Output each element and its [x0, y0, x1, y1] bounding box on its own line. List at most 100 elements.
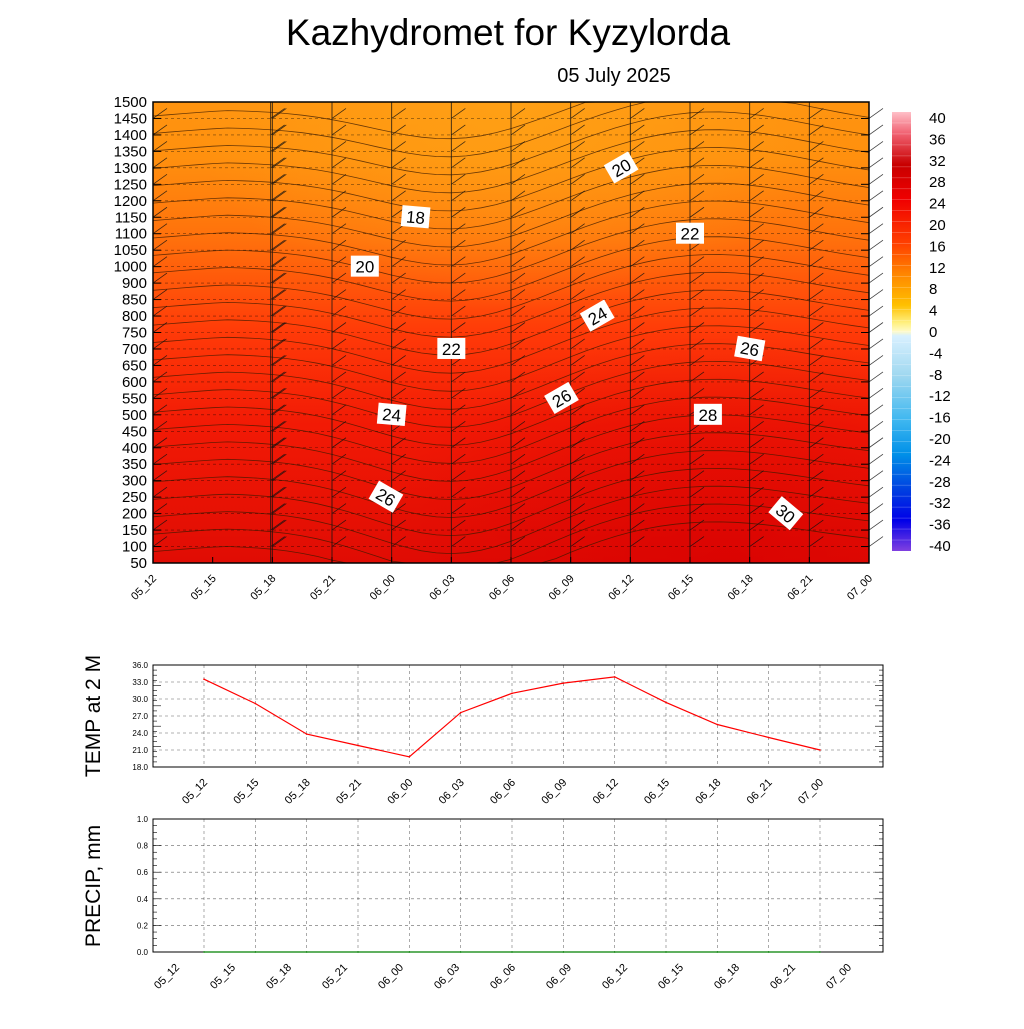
level-tick-label: 150: [122, 522, 147, 539]
precipitation-panel: 0.00.20.40.60.81.0 05_12 05_15 05_18 05_21 0…: [82, 815, 884, 992]
temperature-x-tick-label: 06_15: [642, 777, 672, 807]
precipitation-x-tick-label: 05_18: [264, 962, 294, 992]
wind-barb: [270, 470, 285, 482]
wind-barb: [689, 256, 705, 267]
wind-barb: [630, 437, 645, 449]
wind-barb: [749, 206, 764, 218]
wind-barb: [570, 470, 585, 482]
wind-barb: [152, 108, 168, 119]
wind-barb: [270, 404, 285, 416]
wind-barb: [152, 289, 168, 300]
temperature-y-axis: 18.0 21.0 24.0 27.0 30.0 33.0 36.0: [132, 661, 148, 772]
wind-barb: [391, 173, 406, 185]
wind-barb: [270, 519, 285, 531]
wind-barb: [510, 322, 526, 333]
colorbar-label: -16: [929, 410, 951, 427]
wind-barb: [510, 190, 526, 202]
wind-barb: [272, 404, 287, 416]
colorbar-label: 20: [929, 217, 946, 234]
wind-barb: [451, 157, 466, 169]
precipitation-y-tick-label: 0.6: [137, 868, 149, 877]
wind-barb: [272, 206, 287, 218]
contour-label: 26: [734, 335, 766, 362]
precipitation-point: [562, 951, 565, 953]
wind-barb: [630, 338, 645, 350]
precipitation-gridlines: [153, 818, 883, 953]
contour-label-text: 22: [442, 340, 461, 359]
wind-barb: [510, 157, 526, 169]
wind-barb: [689, 355, 705, 366]
wind-barb: [270, 206, 285, 218]
wind-barb: [331, 223, 347, 235]
wind-barb: [570, 124, 585, 136]
wind-barb: [451, 289, 466, 300]
wind-barb: [451, 223, 466, 235]
wind-barb: [570, 404, 585, 416]
wind-barb: [809, 256, 824, 267]
wind-barb: [510, 124, 526, 136]
wind-barb: [272, 108, 287, 119]
temperature-x-tick-label: 05_18: [283, 777, 313, 807]
wind-barb: [868, 470, 884, 482]
wind-barb: [391, 453, 406, 465]
colorbar: 4036322824201612840-4-8-12-16-20-24-28-3…: [892, 110, 951, 555]
wind-barb: [270, 256, 285, 267]
level-tick-label: 1400: [114, 127, 147, 144]
wind-barb: [689, 272, 705, 284]
wind-barb: [391, 272, 406, 284]
temperature-point: [716, 723, 719, 726]
wind-barb: [809, 338, 824, 350]
temperature-x-tick-label: 07_00: [796, 777, 826, 807]
wind-barb: [272, 322, 287, 333]
wind-barb: [391, 157, 406, 169]
level-tick-label: 700: [122, 341, 147, 358]
wind-barb: [570, 206, 585, 218]
wind-barb: [451, 239, 466, 251]
wind-barb: [630, 470, 645, 482]
wind-barb: [510, 173, 526, 185]
wind-barb: [331, 519, 347, 531]
wind-barb: [152, 206, 168, 218]
precipitation-frame: [152, 818, 884, 953]
wind-barb: [809, 141, 824, 152]
level-tick-label: 1500: [114, 94, 147, 111]
level-tick-label: 1050: [114, 242, 147, 259]
wind-barb: [809, 470, 824, 482]
wind-barb: [630, 486, 645, 498]
wind-barb: [689, 371, 705, 383]
wind-barb: [391, 371, 406, 383]
precipitation-x-tick-label: 06_09: [544, 962, 574, 992]
wind-barb: [570, 173, 585, 185]
wind-barb: [570, 453, 585, 465]
wind-barb: [510, 536, 526, 547]
wind-barb: [570, 157, 585, 169]
wind-barb: [391, 124, 406, 136]
wind-barb: [270, 322, 285, 333]
wind-barb: [331, 470, 347, 482]
temperature-y-tick-label: 36.0: [132, 661, 148, 670]
precipitation-y-tick-label: 1.0: [137, 815, 149, 824]
time-tick-label: 06_06: [487, 573, 517, 603]
wind-barb: [272, 420, 287, 432]
wind-barb: [152, 272, 168, 284]
contour-label: 20: [350, 255, 379, 277]
wind-barb: [451, 272, 466, 284]
wind-barb: [152, 239, 168, 251]
level-tick-label: 1350: [114, 143, 147, 160]
wind-barb: [689, 519, 705, 531]
wind-barb: [331, 453, 347, 465]
wind-barb: [272, 157, 287, 169]
wind-barb: [451, 190, 466, 202]
temperature-y-tick-label: 21.0: [132, 746, 148, 755]
wind-barb: [749, 404, 764, 416]
wind-barb: [152, 256, 168, 267]
level-tick-label: 1100: [115, 226, 147, 243]
level-tick-label: 500: [122, 407, 147, 424]
colorbar-label: -4: [929, 345, 942, 362]
temperature-point: [665, 701, 667, 704]
wind-barb: [749, 305, 764, 317]
time-tick-label: 05_12: [129, 573, 159, 603]
temperature-x-tick-label: 05_12: [180, 777, 210, 807]
wind-barb: [570, 190, 585, 202]
level-tick-label: 1450: [114, 110, 147, 127]
